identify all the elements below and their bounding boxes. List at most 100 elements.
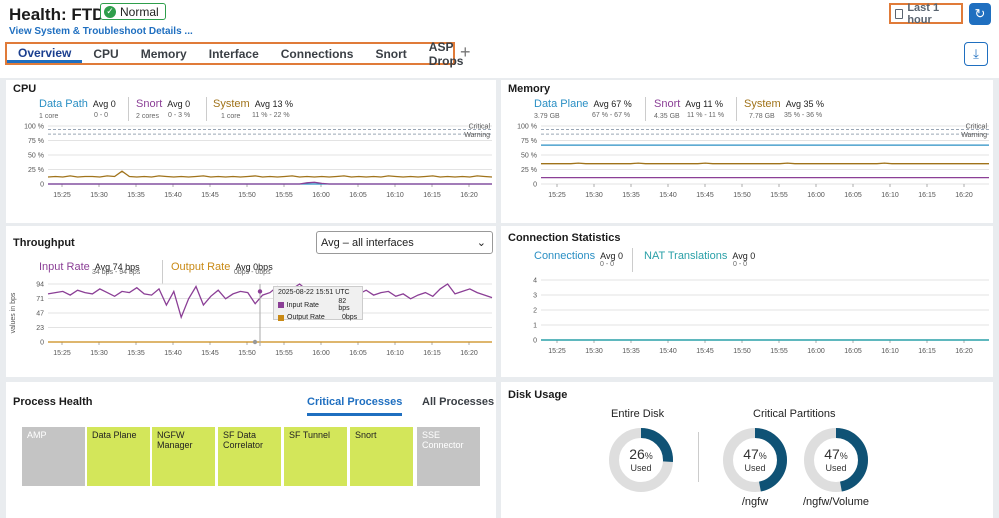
divider xyxy=(632,248,633,272)
y-tick-label: 100 % xyxy=(24,124,44,131)
x-tick-label: 16:05 xyxy=(349,350,367,357)
x-tick-label: 16:00 xyxy=(312,192,330,199)
process-tile[interactable]: SF Tunnel xyxy=(284,427,347,486)
x-tick-label: 16:10 xyxy=(386,350,404,357)
add-tab-button[interactable]: + xyxy=(460,42,471,62)
x-tick-label: 16:20 xyxy=(955,192,973,199)
mem-metric-system: System Avg 35 % xyxy=(744,98,824,110)
x-tick-label: 15:25 xyxy=(53,350,71,357)
series-line-system xyxy=(541,162,989,165)
cpu-metric-datapath: Data Path Avg 0 xyxy=(39,98,116,110)
metric-avg: Avg 0 xyxy=(92,99,116,109)
y-tick-label: 100 % xyxy=(517,124,537,131)
memory-chart: 100 % 75 % 50 % 25 % 0 15:25 15:30 15:35 15:40 15… xyxy=(517,123,989,199)
divider xyxy=(128,97,129,121)
legend-swatch xyxy=(278,314,284,321)
y-tick-label: 0 xyxy=(40,182,44,189)
x-tick-label: 15:45 xyxy=(201,350,219,357)
hover-point xyxy=(252,339,258,345)
metric-name: System xyxy=(744,98,781,110)
interface-select[interactable]: Avg – all interfaces ⌄ xyxy=(316,231,493,254)
metric-range: 0 - 0 xyxy=(733,261,748,268)
y-tick-label: 1 xyxy=(533,323,537,330)
refresh-button[interactable]: ↻ xyxy=(969,3,991,25)
x-tick-label: 15:30 xyxy=(90,192,108,199)
tp-metric-output: Output Rate Avg 0bps xyxy=(171,261,273,273)
download-button[interactable]: ⤓ xyxy=(964,42,988,66)
throughput-panel: Throughput Input Rate Avg 74 bps 34 bps … xyxy=(6,226,496,377)
refresh-icon: ↻ xyxy=(974,6,986,21)
y-tick-label: 25 % xyxy=(28,167,44,174)
tooltip-value: 0bps xyxy=(342,314,358,321)
metric-name: Snort xyxy=(136,98,163,110)
metric-sub: 1 core xyxy=(39,113,59,120)
y-tick-label: 47 xyxy=(36,311,44,318)
tooltip-series: Output Rate xyxy=(287,314,325,321)
throughput-chart: 94 71 47 23 0 15:25 15:30 15:35 15:40 15:45 15:50 1… xyxy=(10,282,493,357)
y-tick-label: 94 xyxy=(36,282,44,289)
tooltip-time: 2025-08-22 15:51 UTC xyxy=(278,289,350,296)
y-tick-label: 75 % xyxy=(28,138,44,145)
y-axis-label: values in bps xyxy=(10,292,17,333)
tab-connections[interactable]: Connections xyxy=(280,46,354,61)
metric-name: NAT Translations xyxy=(644,250,728,262)
header: Health: FTDv ✓ Normal View System & Trou… xyxy=(0,0,999,78)
interface-select-value: Avg – all interfaces xyxy=(321,236,414,249)
time-range-button[interactable]: Last 1 hour xyxy=(889,2,963,26)
donut-caption: /ngfw/Volume xyxy=(803,496,869,508)
tab-critical-processes[interactable]: Critical Processes xyxy=(307,396,403,416)
metric-sub: 7.78 GB xyxy=(749,113,775,120)
tab-asp-drops[interactable]: ASP Drops xyxy=(428,39,464,68)
tab-snort[interactable]: Snort xyxy=(375,46,407,61)
process-tile[interactable]: SSE Connector xyxy=(417,427,480,486)
x-tick-label: 15:30 xyxy=(90,350,108,357)
tab-all-processes[interactable]: All Processes xyxy=(422,396,495,408)
metric-avg: Avg 74 bps xyxy=(94,262,140,272)
tooltip-row: Input Rate 82 bps xyxy=(278,298,358,312)
download-icon: ⤓ xyxy=(973,46,979,61)
tab-interface[interactable]: Interface xyxy=(208,46,259,61)
metric-name: Data Plane xyxy=(534,98,589,110)
metric-sub: 1 core xyxy=(221,113,241,120)
cpu-metric-system: System Avg 13 % xyxy=(213,98,293,110)
cpu-title: CPU xyxy=(13,83,37,95)
x-tick-label: 15:35 xyxy=(127,350,145,357)
connections-chart: 4 3 2 1 0 15:25 15:30 15:35 15:40 15:45 15:50 15:55… xyxy=(533,278,989,355)
x-tick-label: 16:05 xyxy=(844,192,862,199)
donut-caption: /ngfw xyxy=(742,496,768,508)
process-health-title: Process Health xyxy=(13,396,93,408)
metric-name: Output Rate xyxy=(171,261,231,273)
divider xyxy=(698,432,699,482)
tab-memory[interactable]: Memory xyxy=(140,46,187,61)
legend-swatch xyxy=(278,302,284,308)
x-tick-label: 16:00 xyxy=(807,192,825,199)
view-details-link[interactable]: View System & Troubleshoot Details ... xyxy=(9,26,193,37)
x-tick-label: 15:55 xyxy=(275,192,293,199)
tab-cpu[interactable]: CPU xyxy=(93,46,119,61)
process-tile[interactable]: AMP xyxy=(22,427,85,486)
tab-overview[interactable]: Overview xyxy=(7,44,83,63)
process-tile[interactable]: SF Data Correlator xyxy=(218,427,281,486)
x-tick-label: 15:55 xyxy=(275,350,293,357)
y-tick-label: 25 % xyxy=(521,167,537,174)
process-tile[interactable]: Data Plane xyxy=(87,427,150,486)
metric-name: System xyxy=(213,98,250,110)
x-tick-label: 16:20 xyxy=(460,192,478,199)
mem-metric-dataplane: Data Plane Avg 67 % xyxy=(534,98,632,110)
x-tick-label: 16:15 xyxy=(918,348,936,355)
x-tick-label: 16:15 xyxy=(423,192,441,199)
connections-panel: Connection Statistics Connections Avg 0 … xyxy=(501,226,993,377)
process-tile[interactable]: NGFW Manager xyxy=(152,427,215,486)
x-tick-label: 15:45 xyxy=(696,192,714,199)
conn-metric-nat: NAT Translations Avg 0 xyxy=(644,250,755,262)
cpu-metric-snort: Snort Avg 0 xyxy=(136,98,190,110)
metric-range: 0 - 0 xyxy=(94,112,109,119)
disk-usage-panel: Disk Usage Entire Disk Critical Partitio… xyxy=(501,382,993,518)
y-tick-label: 0 xyxy=(40,340,44,347)
y-tick-label: 3 xyxy=(533,293,537,300)
process-tile[interactable]: Snort xyxy=(350,427,413,486)
metric-name: Snort xyxy=(654,98,681,110)
x-tick-label: 16:20 xyxy=(460,350,478,357)
y-tick-label: 71 xyxy=(36,296,44,303)
x-tick-label: 15:45 xyxy=(201,192,219,199)
